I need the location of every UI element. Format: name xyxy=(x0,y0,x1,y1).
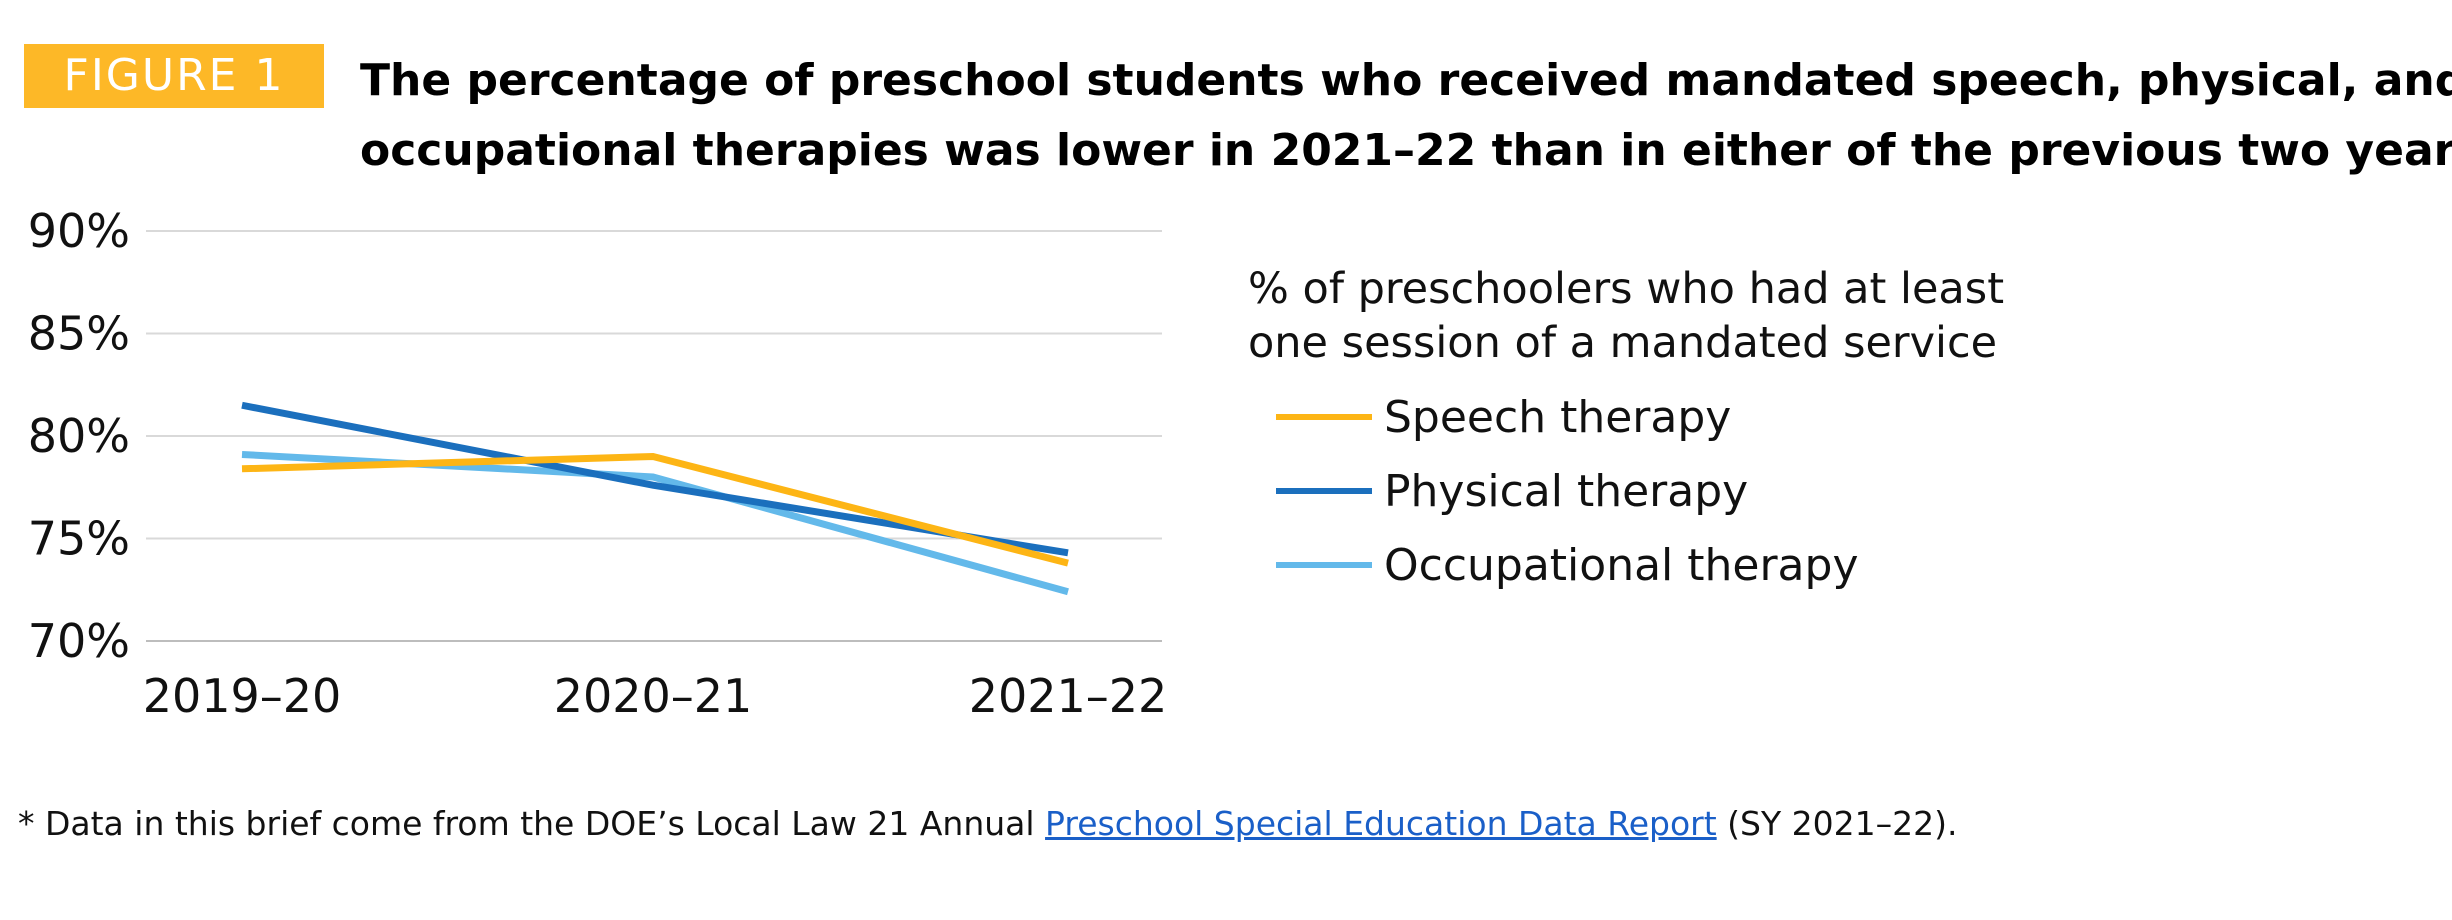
chart-title: The percentage of preschool students who… xyxy=(360,46,2452,186)
series-line-occupational-therapy xyxy=(241,450,1069,596)
y-tick-label: 85% xyxy=(28,307,130,361)
title-line-2: occupational therapies was lower in 2021… xyxy=(360,125,2452,176)
legend-item: Physical therapy xyxy=(1248,454,2004,528)
series-line-speech-therapy xyxy=(241,452,1069,567)
legend-swatch xyxy=(1276,414,1372,420)
x-tick-label: 2019–20 xyxy=(143,669,342,723)
x-tick-label: 2021–22 xyxy=(969,669,1168,723)
y-tick-label: 75% xyxy=(28,512,130,566)
legend-item: Occupational therapy xyxy=(1248,528,2004,602)
legend-label: Occupational therapy xyxy=(1384,539,1859,591)
legend-swatch xyxy=(1276,562,1372,568)
footnote-prefix: * Data in this brief come from the DOE’s… xyxy=(18,804,1046,843)
line-chart: 70% 75% 80% 85% 90% 2019–20 2020–21 2021–22 xyxy=(28,204,1168,723)
figure-label: FIGURE 1 xyxy=(24,44,324,108)
title-line-1: The percentage of preschool students who… xyxy=(360,55,2452,106)
legend-title-line-2: one session of a mandated service xyxy=(1248,318,1998,368)
legend-swatch xyxy=(1276,488,1372,494)
legend-label: Speech therapy xyxy=(1384,391,1732,443)
y-tick-label: 90% xyxy=(28,204,130,258)
legend-item: Speech therapy xyxy=(1248,380,2004,454)
legend-title-line-1: % of preschoolers who had at least xyxy=(1248,264,2005,314)
footnote: * Data in this brief come from the DOE’s… xyxy=(18,804,1957,843)
footnote-suffix: (SY 2021–22). xyxy=(1716,804,1958,843)
y-tick-label: 80% xyxy=(28,409,130,463)
legend-label: Physical therapy xyxy=(1384,465,1749,517)
x-tick-label: 2020–21 xyxy=(554,669,753,723)
y-tick-label: 70% xyxy=(28,614,130,668)
legend: % of preschoolers who had at least one s… xyxy=(1248,262,2004,602)
data-report-link[interactable]: Preschool Special Education Data Report xyxy=(1045,804,1717,843)
